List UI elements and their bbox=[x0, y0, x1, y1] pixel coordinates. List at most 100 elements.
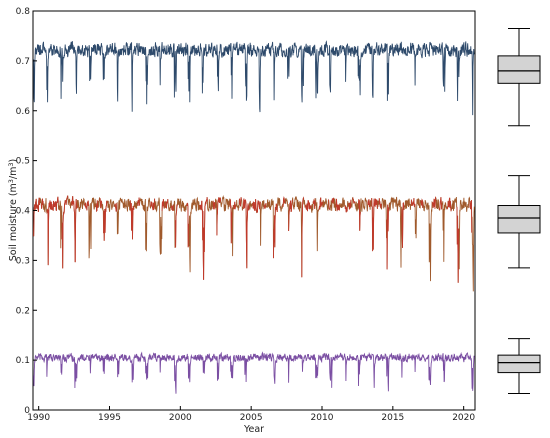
series-line-alt bbox=[378, 198, 382, 209]
y-tick-label: 0.5 bbox=[16, 157, 30, 167]
series-line-alt bbox=[375, 198, 378, 209]
x-axis: 1990 1995 2000 2005 2010 2015 2020 bbox=[27, 406, 475, 423]
x-tick-label: 2010 bbox=[311, 413, 334, 423]
series-line-alt bbox=[431, 198, 435, 208]
series-line-alt bbox=[74, 199, 78, 263]
series-line-alt bbox=[252, 201, 256, 211]
series-line-alt bbox=[288, 200, 291, 232]
series-line-alt bbox=[456, 206, 460, 283]
series-line-alt bbox=[174, 204, 178, 248]
series-line-alt bbox=[244, 199, 248, 269]
series-line-alt bbox=[50, 201, 54, 210]
series-line-alt bbox=[308, 202, 312, 210]
series-line-alt bbox=[312, 198, 316, 209]
series-line-alt bbox=[37, 197, 40, 213]
box-plot-panel bbox=[497, 27, 541, 395]
series-line-alt bbox=[86, 200, 89, 211]
series-line-alt bbox=[371, 198, 375, 252]
series-line-alt bbox=[344, 205, 348, 213]
y-tick-label: 0.6 bbox=[16, 107, 31, 117]
box-plot bbox=[497, 27, 541, 127]
x-axis-title: Year bbox=[243, 424, 264, 435]
series-line-alt bbox=[242, 198, 246, 210]
series-line-alt bbox=[201, 200, 205, 280]
y-tick-label: 0.3 bbox=[16, 256, 30, 266]
series-line-alt bbox=[199, 200, 203, 211]
series-line-alt bbox=[33, 202, 37, 237]
series-line-alt bbox=[256, 200, 259, 214]
box-plot bbox=[497, 175, 541, 269]
series-line-alt bbox=[439, 197, 443, 211]
series-line-alt bbox=[161, 199, 165, 212]
series-line-alt bbox=[95, 200, 99, 213]
series-line-alt bbox=[239, 197, 242, 207]
series-line-alt bbox=[246, 203, 250, 223]
series-line-alt bbox=[150, 201, 154, 209]
x-tick-label: 2015 bbox=[381, 413, 404, 423]
series-line-alt bbox=[331, 197, 335, 204]
y-tick-label: 0 bbox=[24, 406, 30, 416]
series-line-alt bbox=[274, 203, 278, 212]
x-tick-label: 2020 bbox=[452, 413, 475, 423]
series-line-alt bbox=[254, 199, 257, 212]
series-line-alt bbox=[290, 199, 293, 213]
series-layer bbox=[33, 40, 475, 394]
series-line-alt bbox=[257, 201, 261, 210]
series-line-alt bbox=[320, 197, 324, 208]
series-line-alt bbox=[282, 196, 286, 208]
series-line-alt bbox=[386, 204, 390, 270]
series-line-alt bbox=[401, 202, 405, 248]
series-line-alt bbox=[72, 200, 76, 263]
series-line-alt bbox=[273, 206, 276, 259]
series-line-alt bbox=[65, 195, 69, 206]
series-line-alt bbox=[171, 204, 174, 212]
series-line-alt bbox=[186, 202, 189, 248]
y-tick-label: 0.1 bbox=[16, 356, 30, 366]
x-tick-label: 2005 bbox=[240, 413, 263, 423]
series-line-alt bbox=[367, 199, 371, 208]
y-tick-label: 0.2 bbox=[16, 306, 30, 316]
series-line-alt bbox=[410, 199, 414, 206]
series-line-alt bbox=[152, 198, 156, 211]
x-tick-label: 2000 bbox=[169, 413, 192, 423]
series-line-alt bbox=[352, 197, 356, 204]
series-line-alt bbox=[212, 200, 216, 210]
iqr-box bbox=[497, 354, 541, 374]
series-line-alt bbox=[358, 199, 361, 231]
series-line-alt bbox=[433, 196, 437, 209]
series-line-alt bbox=[216, 197, 220, 236]
series-line-alt bbox=[307, 200, 310, 212]
series-line-alt bbox=[105, 200, 108, 212]
series-line-alt bbox=[131, 206, 135, 240]
series-line-alt bbox=[46, 207, 50, 266]
series-line-alt bbox=[373, 198, 376, 220]
iqr-box bbox=[497, 205, 541, 234]
box-plot bbox=[497, 338, 541, 395]
series-line-alt bbox=[263, 203, 267, 209]
series-line-alt bbox=[99, 198, 103, 209]
x-tick-label: 1990 bbox=[27, 413, 50, 423]
series-line-alt bbox=[205, 197, 208, 205]
series-line-alt bbox=[412, 198, 416, 208]
series-line-alt bbox=[448, 197, 452, 212]
series-line-alt bbox=[129, 200, 133, 231]
series-line-alt bbox=[137, 197, 140, 207]
series-line-alt bbox=[469, 200, 473, 233]
y-axis-title: Soil moisture (m3/m3) bbox=[7, 159, 19, 262]
series-line-alt bbox=[446, 200, 450, 210]
series-line-alt bbox=[229, 199, 233, 244]
series-line-alt bbox=[327, 198, 331, 211]
y-axis: 0 0.1 0.2 0.3 0.4 0.5 0.6 0.7 0.8 bbox=[16, 7, 37, 416]
series-line-alt bbox=[233, 201, 237, 210]
series-line-alt bbox=[348, 199, 352, 210]
series-line bbox=[33, 351, 475, 394]
series-line-alt bbox=[218, 197, 222, 203]
series-line-alt bbox=[71, 196, 74, 206]
y-tick-label: 0.7 bbox=[16, 57, 30, 67]
series-line bbox=[33, 40, 475, 116]
series-line-alt bbox=[40, 198, 44, 209]
series-line-alt bbox=[301, 196, 305, 278]
series-line-alt bbox=[55, 196, 59, 211]
x-tick-label: 1995 bbox=[98, 413, 121, 423]
